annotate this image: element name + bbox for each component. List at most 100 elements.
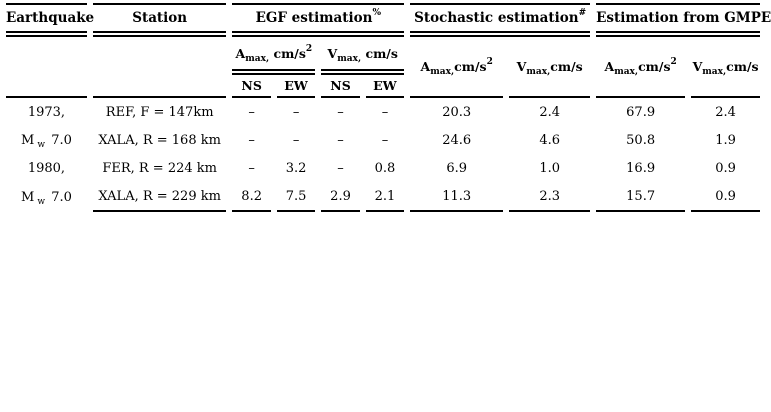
value-cell: – (232, 126, 270, 154)
group-header-stochastic-label: Stochastic estimation (414, 10, 579, 26)
value: – (248, 160, 255, 176)
value: – (248, 132, 255, 148)
value-cell: 6.9 (410, 154, 503, 182)
value-cell: – (232, 154, 270, 182)
unit-label: cm/s (638, 59, 671, 74)
station-cell: XALA, R = 168 km (93, 126, 227, 154)
gmpe-amax-header: Amax,cm/s2 (596, 37, 686, 98)
magnitude-value: 7.0 (47, 189, 72, 205)
value: – (292, 104, 300, 120)
value-cell: 2.4 (509, 98, 590, 126)
value-cell: – (277, 126, 315, 154)
unit-label: cm/s (361, 45, 398, 61)
value: – (337, 132, 344, 148)
value-cell: 8.2 (232, 182, 271, 212)
value-cell: 2.9 (321, 182, 360, 212)
value: – (337, 104, 344, 120)
component-header-ns: NS (232, 75, 271, 98)
unit-label: cm/s (454, 59, 487, 74)
value: 8.2 (241, 188, 262, 204)
value-cell: 20.3 (410, 98, 503, 126)
value: 11.3 (442, 188, 472, 204)
stochastic-amax-header: Amax,cm/s2 (410, 37, 504, 98)
quantity-symbol: A (604, 59, 615, 74)
value: 0.9 (715, 188, 736, 204)
header-spacer-earthquake (6, 37, 87, 98)
earthquake-cell: 1980, (6, 154, 87, 182)
value-cell: – (366, 126, 404, 154)
table-body: 1973, REF, F = 147km – – – – 20.3 2.4 67… (6, 98, 760, 212)
results-table: Earthquake Station EGF estimation% Stoch… (0, 3, 771, 212)
component-label: NS (241, 78, 262, 93)
stochastic-footnote-symbol: # (578, 8, 587, 18)
value-cell: 0.8 (366, 154, 404, 182)
unit-label: cm/s (726, 59, 759, 74)
magnitude-symbol: M (21, 189, 35, 205)
group-header-egf: EGF estimation% (232, 3, 405, 37)
quantity-subscript: max, (337, 53, 362, 64)
value-cell: 2.3 (509, 182, 591, 212)
value: – (292, 132, 300, 148)
value-cell: 4.6 (509, 126, 590, 154)
magnitude-symbol: M (21, 132, 35, 148)
value: 2.4 (539, 104, 561, 120)
unit-exponent: 2 (486, 57, 493, 67)
unit-label: cm/s (550, 59, 583, 74)
header-spacer-station (92, 37, 227, 98)
value: 2.9 (330, 188, 351, 204)
value-cell: 15.7 (596, 182, 686, 212)
table-header: Earthquake Station EGF estimation% Stoch… (6, 3, 771, 98)
value: 0.9 (715, 160, 736, 176)
unit-label: cm/s (269, 45, 306, 61)
value-cell: – (321, 154, 359, 182)
table-row: 1973, REF, F = 147km – – – – 20.3 2.4 67… (6, 98, 760, 126)
value-cell: 1.0 (509, 154, 590, 182)
egf-amax-header: Amax, cm/s2 (232, 37, 316, 75)
group-header-stochastic: Stochastic estimation# (410, 3, 591, 37)
component-label: NS (330, 78, 351, 93)
value-cell: 1.9 (691, 126, 760, 154)
value-cell: 11.3 (410, 182, 504, 212)
value-cell: 50.8 (596, 126, 685, 154)
quantity-symbol: V (692, 59, 703, 74)
value-cell: 0.9 (691, 182, 760, 212)
component-label: EW (284, 78, 308, 93)
value-cell: – (321, 98, 359, 126)
col-header-station: Station (92, 3, 227, 37)
component-header-ns: NS (321, 75, 360, 98)
value: 3.2 (285, 160, 307, 176)
station-cell: FER, R = 224 km (93, 154, 227, 182)
value: 15.7 (626, 188, 656, 204)
value: 4.6 (539, 132, 561, 148)
value-cell: – (232, 98, 270, 126)
value: 0.8 (374, 160, 396, 176)
col-header-earthquake: Earthquake (6, 3, 94, 37)
header-row-groups: Earthquake Station EGF estimation% Stoch… (6, 3, 771, 37)
header-row-components: NS EW NS EW (6, 75, 760, 98)
quantity-symbol: V (516, 59, 527, 74)
magnitude-value: 7.0 (47, 132, 72, 148)
value: 2.1 (374, 188, 396, 204)
quantity-subscript: max, (614, 67, 639, 77)
value-cell: – (366, 98, 404, 126)
gmpe-vmax-header: Vmax,cm/s (691, 37, 760, 98)
value-cell: 16.9 (596, 154, 685, 182)
station-label: XALA, R = 168 km (98, 132, 221, 148)
magnitude-subscript: w (37, 196, 46, 207)
egf-vmax-header: Vmax, cm/s (321, 37, 405, 75)
quantity-subscript: max, (702, 67, 727, 77)
station-cell: XALA, R = 229 km (92, 182, 227, 212)
value: 24.6 (442, 132, 472, 148)
value: 2.4 (715, 104, 736, 120)
value: 7.5 (285, 188, 307, 204)
value: – (248, 104, 255, 120)
quantity-subscript: max, (245, 53, 270, 64)
value: – (381, 104, 389, 120)
quantity-symbol: A (235, 45, 246, 61)
value-cell: – (277, 98, 315, 126)
component-header-ew: EW (365, 75, 405, 98)
table-row: 1980, FER, R = 224 km – 3.2 – 0.8 6.9 1.… (6, 154, 760, 182)
value-cell: 24.6 (410, 126, 503, 154)
